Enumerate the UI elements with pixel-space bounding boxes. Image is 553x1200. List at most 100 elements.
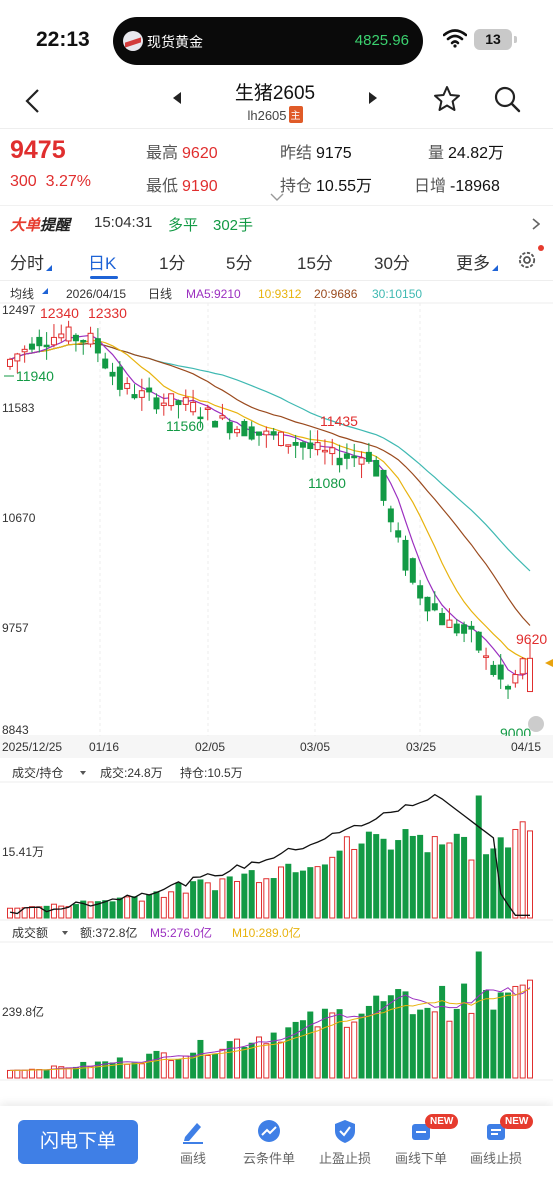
- draw-line-order-tool[interactable]: NEW 画线下单: [381, 1114, 461, 1167]
- volume-bar: [292, 872, 299, 919]
- turnover-bar: [28, 1068, 35, 1079]
- turnover-bar: [212, 1053, 219, 1079]
- active-tab-indicator: [90, 276, 118, 279]
- volume-bar: [270, 878, 277, 919]
- turnover-bar: [505, 992, 512, 1079]
- ma10-line: [9, 339, 531, 661]
- high-annotation: 11435: [320, 413, 358, 429]
- y-tick: 11583: [2, 401, 35, 415]
- y-tick: 9757: [2, 621, 29, 635]
- volume-bar: [336, 850, 343, 919]
- volume-bar: [505, 847, 512, 919]
- candle-body: [343, 453, 350, 459]
- volume-bar: [475, 795, 482, 919]
- candle-body: [109, 371, 116, 377]
- turnover-m10-line: [9, 988, 531, 1071]
- candle-body: [28, 343, 35, 350]
- draw-line-tool[interactable]: 画线: [153, 1118, 233, 1167]
- sub2-m5: M5:276.0亿: [150, 925, 212, 940]
- chart-date: 2026/04/15: [66, 287, 126, 301]
- alert-type: 多平: [168, 217, 199, 234]
- tab-15min[interactable]: 15分: [297, 249, 333, 274]
- search-icon[interactable]: [492, 84, 522, 114]
- volume-bar: [380, 838, 387, 919]
- turnover-bar: [343, 1026, 350, 1079]
- chevron-down-icon[interactable]: [80, 771, 86, 775]
- tab-5min[interactable]: 5分: [226, 249, 252, 274]
- volume-bar: [234, 880, 241, 919]
- turnover-bar: [387, 995, 394, 1079]
- chevron-down-icon[interactable]: [270, 193, 284, 201]
- caret-icon: [42, 288, 48, 294]
- candle-body: [146, 387, 153, 393]
- candle-body: [439, 612, 446, 626]
- turnover-bar: [36, 1069, 43, 1079]
- live-activity-name: 现货黄金: [147, 34, 203, 50]
- candle-body: [197, 416, 204, 420]
- turnover-bar: [146, 1053, 153, 1079]
- big-order-alert[interactable]: 大单提醒 15:04:31 多平 302手: [0, 205, 553, 239]
- candle-body: [102, 358, 109, 369]
- sub2-amount: 额:372.8亿: [80, 925, 137, 940]
- volume-bar: [7, 907, 13, 919]
- chevron-right-icon[interactable]: [532, 218, 540, 230]
- tab-1min[interactable]: 1分: [159, 249, 185, 274]
- back-icon[interactable]: [20, 86, 46, 116]
- low-value: 9190: [182, 178, 218, 195]
- pen-icon: [183, 1123, 203, 1144]
- turnover-bar: [270, 1032, 277, 1079]
- candle-body: [124, 383, 131, 389]
- sub2-mode-label[interactable]: 成交额: [12, 925, 48, 940]
- chevron-down-icon[interactable]: [62, 931, 68, 935]
- main-grid: [0, 302, 553, 737]
- candle-body: [65, 326, 72, 342]
- candle-body: [468, 625, 475, 630]
- candle-body: [512, 674, 519, 684]
- period-tabs: 分时 日K 1分 5分 15分 30分 更多: [0, 243, 553, 281]
- open-interest-line: [9, 793, 530, 916]
- tab-30min[interactable]: 30分: [374, 249, 410, 274]
- turnover-bar: [358, 1013, 365, 1079]
- contract-code-text: lh2605: [247, 108, 287, 123]
- tab-label: 分时: [10, 254, 44, 273]
- tab-more[interactable]: 更多: [456, 249, 498, 274]
- alert-time: 15:04:31: [94, 214, 153, 231]
- volume-bar: [424, 852, 431, 919]
- volume-bar: [197, 879, 204, 919]
- change-value: 300: [10, 173, 37, 190]
- volume-bar: [453, 833, 460, 919]
- gear-icon[interactable]: [516, 249, 538, 271]
- turnover-bar: [336, 1009, 343, 1079]
- star-icon[interactable]: [432, 84, 462, 114]
- turnover-bar: [102, 1061, 109, 1079]
- high-label: 最高: [146, 145, 179, 162]
- turnover-bar: [395, 989, 402, 1079]
- new-badge: NEW: [500, 1114, 534, 1129]
- cloud-condition-order-tool[interactable]: 云条件单: [229, 1118, 309, 1167]
- turnover-bar: [497, 992, 504, 1079]
- sub1-header: [0, 760, 553, 782]
- prev-contract-icon[interactable]: [172, 92, 182, 104]
- turnover-bar: [461, 983, 468, 1079]
- kline-chart[interactable]: 均线 2026/04/15 日线 MA5:9210 10:9312 20:968…: [0, 281, 553, 1100]
- candle-body: [285, 444, 292, 447]
- draw-line-stop-loss-tool[interactable]: NEW 画线止损: [456, 1114, 536, 1167]
- flash-order-button[interactable]: 闪电下单: [18, 1120, 138, 1164]
- turnover-bar: [153, 1050, 160, 1079]
- zoom-reset-icon[interactable]: [528, 716, 544, 732]
- turnover-bar: [299, 1020, 306, 1079]
- next-contract-icon[interactable]: [368, 92, 378, 104]
- ma-mode-label[interactable]: 均线: [10, 287, 34, 301]
- candle-body: [424, 596, 431, 612]
- live-activity-island[interactable]: 现货黄金 4825.96: [113, 17, 423, 65]
- tab-daily-k[interactable]: 日K: [88, 249, 116, 274]
- candle-body: [387, 508, 394, 523]
- candle-body: [431, 603, 438, 611]
- y-tick: 8843: [2, 723, 29, 737]
- volume-bar: [124, 896, 131, 919]
- take-profit-stop-loss-tool[interactable]: 止盈止损: [305, 1118, 385, 1167]
- daily-increase-cell: 日增 -18968: [414, 172, 500, 196]
- sub1-mode-label[interactable]: 成交/持仓: [12, 765, 63, 780]
- tab-intraday[interactable]: 分时: [10, 249, 52, 274]
- volume-bar: [343, 836, 350, 919]
